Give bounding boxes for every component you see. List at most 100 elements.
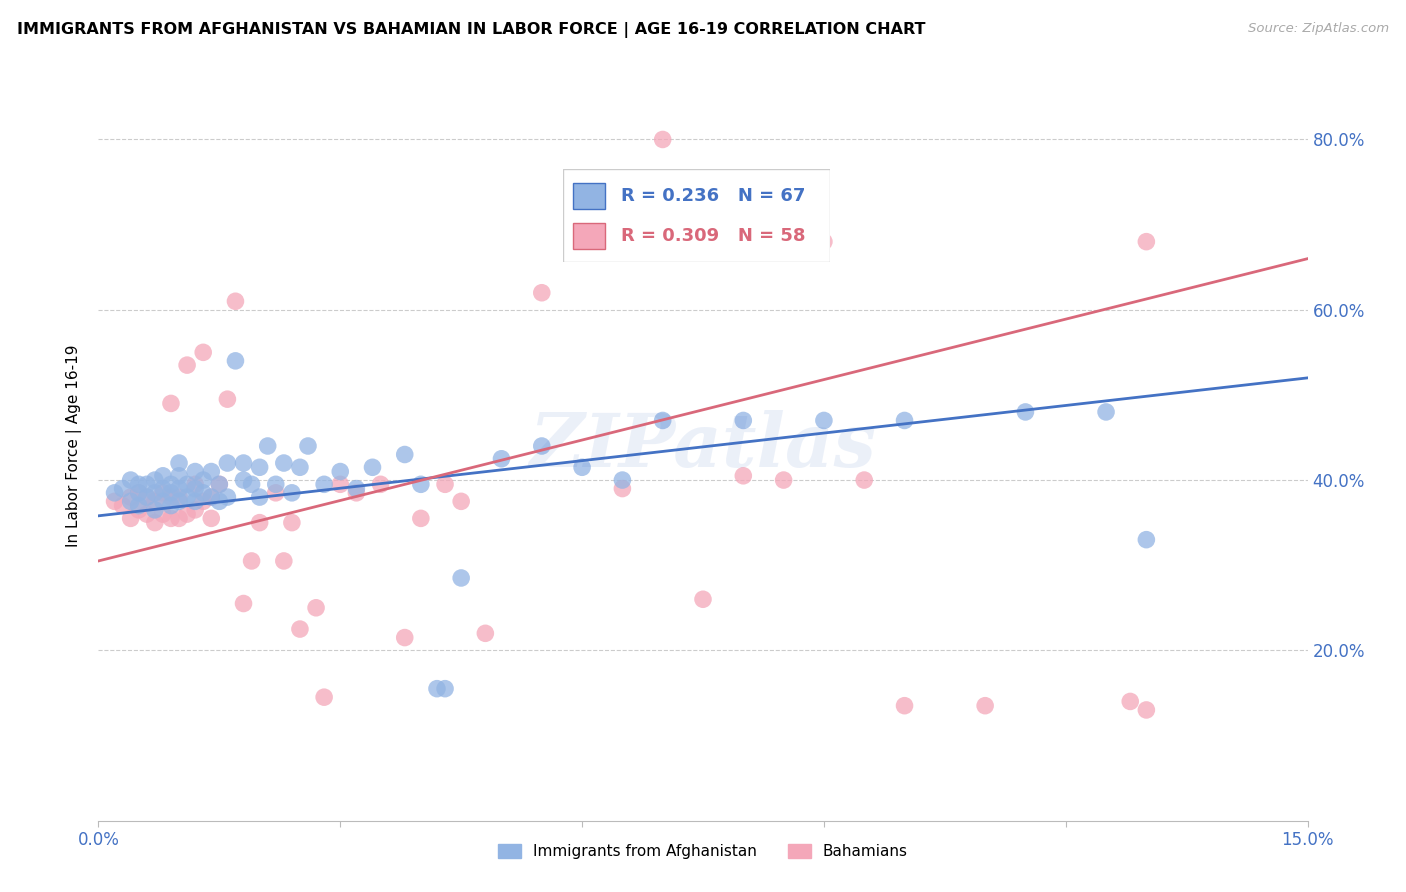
Point	[288, 460, 311, 475]
Point	[217, 456, 239, 470]
Point	[167, 482, 190, 496]
Point	[232, 597, 254, 611]
Point	[176, 477, 198, 491]
Point	[217, 392, 239, 407]
Point	[264, 477, 287, 491]
Point	[160, 477, 183, 491]
Point	[1135, 533, 1157, 547]
Point	[651, 413, 673, 427]
Point	[249, 460, 271, 475]
FancyBboxPatch shape	[562, 169, 830, 261]
Point	[264, 485, 287, 500]
Point	[176, 358, 198, 372]
Point	[200, 490, 222, 504]
Point	[120, 494, 142, 508]
Y-axis label: In Labor Force | Age 16-19: In Labor Force | Age 16-19	[66, 344, 83, 548]
Point	[184, 494, 207, 508]
Point	[208, 477, 231, 491]
Point	[152, 482, 174, 496]
Point	[193, 494, 215, 508]
Point	[160, 499, 183, 513]
Point	[135, 490, 157, 504]
Point	[813, 413, 835, 427]
Point	[288, 622, 311, 636]
Point	[120, 490, 142, 504]
Point	[281, 516, 304, 530]
Point	[224, 294, 246, 309]
Point	[232, 456, 254, 470]
Point	[200, 490, 222, 504]
Point	[450, 494, 472, 508]
Point	[208, 494, 231, 508]
Point	[167, 494, 190, 508]
Point	[120, 511, 142, 525]
Point	[128, 477, 150, 491]
Text: R = 0.236   N = 67: R = 0.236 N = 67	[621, 186, 806, 205]
Point	[314, 477, 336, 491]
Point	[474, 626, 496, 640]
Point	[344, 485, 367, 500]
Point	[305, 600, 328, 615]
Point	[1014, 405, 1036, 419]
Point	[314, 690, 336, 705]
Point	[249, 490, 271, 504]
Point	[434, 477, 457, 491]
Point	[612, 473, 634, 487]
Point	[394, 631, 416, 645]
Point	[361, 460, 384, 475]
Point	[491, 451, 513, 466]
Point	[1135, 235, 1157, 249]
Point	[530, 439, 553, 453]
Point	[571, 460, 593, 475]
Point	[184, 503, 207, 517]
Point	[370, 477, 392, 491]
Point	[193, 473, 215, 487]
Point	[103, 485, 125, 500]
Point	[530, 285, 553, 300]
Point	[329, 477, 352, 491]
Point	[692, 592, 714, 607]
Point	[167, 468, 190, 483]
Point	[128, 485, 150, 500]
Point	[143, 494, 166, 508]
Point	[167, 511, 190, 525]
Point	[772, 473, 794, 487]
Point	[111, 482, 134, 496]
Point	[135, 477, 157, 491]
Point	[160, 485, 183, 500]
Point	[240, 477, 263, 491]
Point	[394, 448, 416, 462]
Point	[176, 490, 198, 504]
Point	[344, 482, 367, 496]
Point	[733, 413, 755, 427]
Point	[256, 439, 278, 453]
Point	[853, 473, 876, 487]
Point	[893, 413, 915, 427]
Point	[111, 499, 134, 513]
Point	[217, 490, 239, 504]
Point	[813, 235, 835, 249]
Point	[281, 485, 304, 500]
Point	[128, 499, 150, 513]
Point	[143, 503, 166, 517]
Text: IMMIGRANTS FROM AFGHANISTAN VS BAHAMIAN IN LABOR FORCE | AGE 16-19 CORRELATION C: IMMIGRANTS FROM AFGHANISTAN VS BAHAMIAN …	[17, 22, 925, 38]
Point	[249, 516, 271, 530]
Point	[128, 503, 150, 517]
Point	[208, 477, 231, 491]
Point	[135, 490, 157, 504]
Point	[120, 473, 142, 487]
Point	[152, 507, 174, 521]
Point	[152, 468, 174, 483]
Point	[176, 507, 198, 521]
Point	[409, 511, 432, 525]
Point	[450, 571, 472, 585]
Point	[200, 511, 222, 525]
Point	[184, 482, 207, 496]
Point	[143, 485, 166, 500]
Point	[135, 507, 157, 521]
Point	[167, 490, 190, 504]
Point	[273, 456, 295, 470]
FancyBboxPatch shape	[574, 183, 606, 209]
Point	[651, 132, 673, 146]
Point	[273, 554, 295, 568]
